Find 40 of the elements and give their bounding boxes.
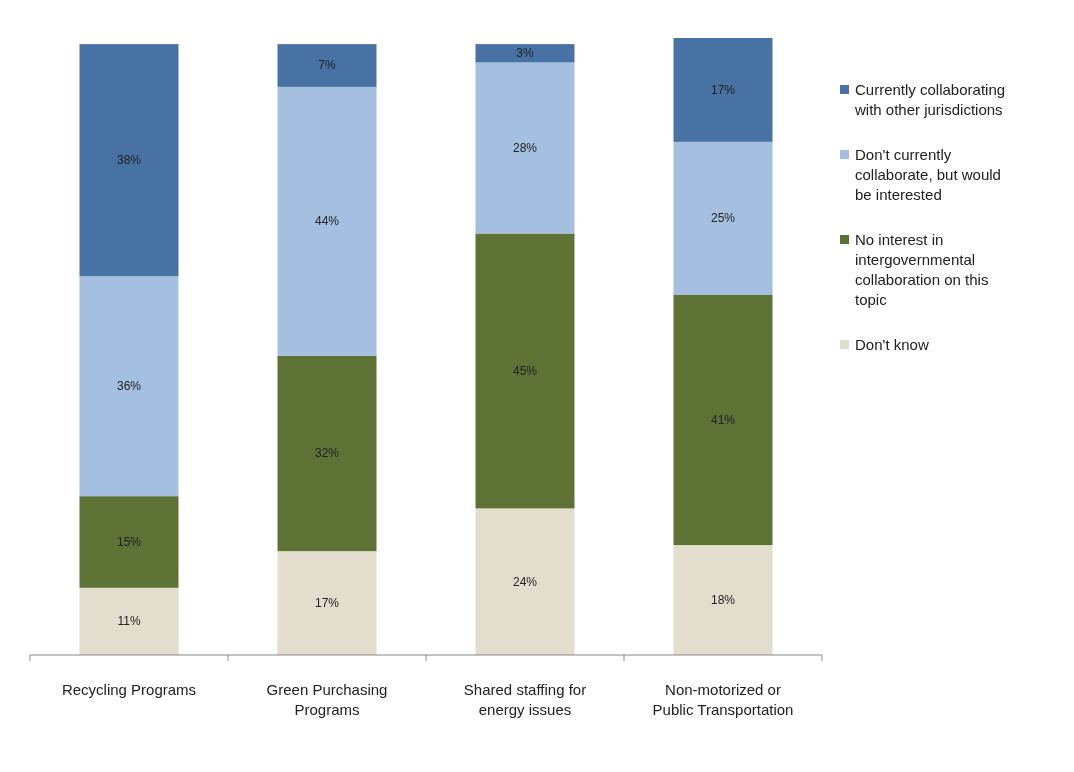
data-label: 32% [314, 446, 340, 461]
bar [673, 294, 773, 546]
bar [79, 44, 179, 277]
data-label: 15% [116, 534, 142, 549]
data-label: 41% [710, 412, 736, 427]
bar [79, 496, 179, 588]
x-tick-label: Recycling Programs [61, 681, 197, 698]
data-label: 28% [512, 140, 538, 155]
data-label: 38% [116, 153, 142, 168]
legend-label: Currently collaborating with other jurisdictions [854, 81, 1006, 118]
data-label: 36% [116, 379, 142, 394]
bar [277, 86, 377, 356]
bar [79, 276, 179, 497]
bar [79, 587, 179, 655]
data-label: 18% [710, 593, 736, 608]
data-label: 45% [512, 363, 538, 378]
data-label: 7% [318, 58, 336, 73]
bar [475, 508, 575, 655]
data-label: 25% [710, 211, 736, 226]
legend-label: No interest in intergovernmental collaboration on this topic [855, 231, 989, 308]
bar [475, 233, 575, 509]
data-label: 3% [516, 46, 534, 61]
bar [277, 44, 377, 87]
bar [673, 545, 773, 655]
data-label: 17% [314, 596, 340, 611]
legend-label: Don't know [855, 336, 929, 353]
x-tick-label: Shared staffing for energy issues [463, 681, 587, 718]
data-label: 17% [710, 82, 736, 97]
bar [475, 44, 575, 63]
data-label: 24% [512, 574, 538, 589]
bar [277, 355, 377, 552]
legend-label: Don't currently collaborate, but would be interested [855, 146, 1001, 203]
bar [673, 141, 773, 295]
bar [673, 38, 773, 142]
data-label: 44% [314, 214, 340, 229]
x-tick-label: Green Purchasing Programs [266, 681, 388, 718]
data-label: 11% [117, 614, 141, 629]
bar [475, 62, 575, 234]
x-tick-label: Non-motorized or Public Transportation [652, 681, 794, 718]
bar [277, 551, 377, 655]
